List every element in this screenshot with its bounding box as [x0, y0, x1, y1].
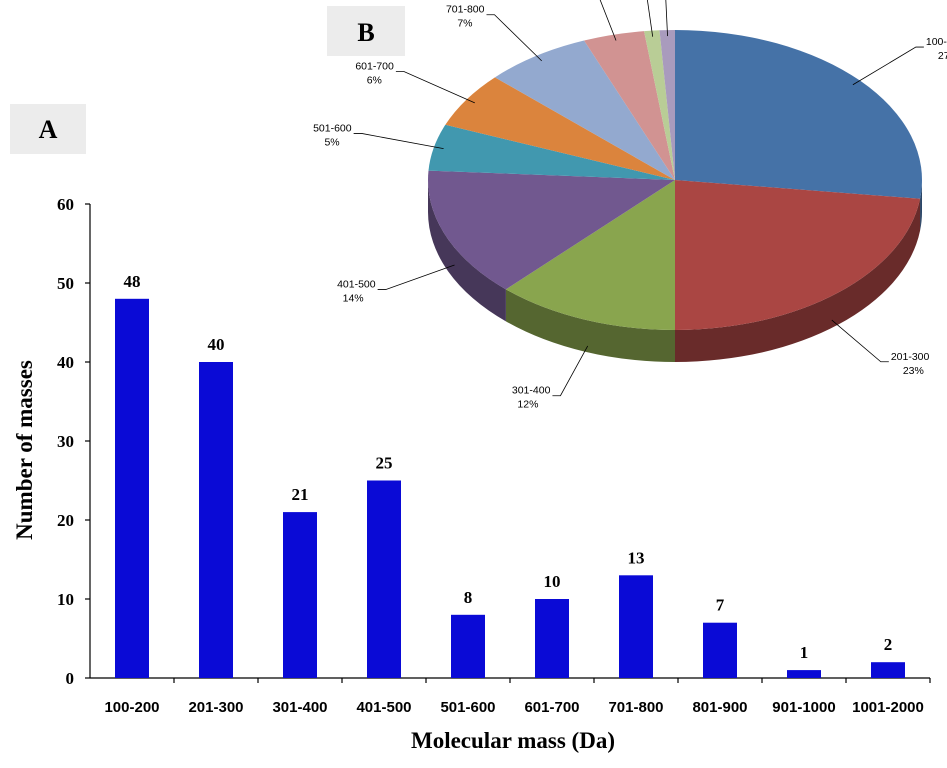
bar-501-600 — [451, 614, 485, 678]
pie-slice-501-600 — [428, 124, 675, 180]
pie-leader-line — [486, 14, 542, 62]
panel-b-tag-box — [327, 6, 405, 56]
panel-a-tag-box — [10, 104, 86, 154]
pie-side-201-300 — [675, 198, 921, 362]
bar-901-1000 — [787, 670, 821, 678]
pie-slice-100-200 — [675, 30, 922, 199]
x-tick-label: 401-500 — [356, 699, 411, 716]
y-tick-label: 20 — [57, 511, 74, 530]
bar-value-label: 21 — [292, 485, 309, 504]
pie-leader-line — [395, 71, 475, 104]
x-tick-label: 701-800 — [608, 699, 663, 716]
bar-value-label: 1 — [800, 643, 809, 662]
x-axis-title: Molecular mass (Da) — [411, 728, 615, 753]
pie-percent-label: 12% — [517, 399, 538, 411]
pie-category-label: 100-200 — [926, 36, 947, 48]
pie-slice-801-900 — [584, 31, 675, 180]
bar-value-label: 2 — [884, 635, 893, 654]
pie-top — [428, 30, 922, 330]
pie-leader-line — [831, 319, 889, 363]
bar-401-500 — [367, 480, 401, 678]
y-tick-label: 10 — [57, 590, 74, 609]
pie-percent-label: 7% — [457, 18, 472, 30]
bar-value-label: 13 — [628, 548, 645, 567]
pie-percent-label: 27% — [938, 50, 947, 62]
pie-percent-label: 14% — [343, 293, 364, 305]
x-tick-label: 601-700 — [524, 699, 579, 716]
pie-side-301-400 — [505, 289, 675, 362]
pie-leader-line — [646, 0, 654, 37]
x-tick-label: 100-200 — [104, 699, 159, 716]
pie-side-401-500 — [428, 180, 506, 322]
bar-301-400 — [283, 512, 317, 678]
pie-category-label: 201-300 — [891, 351, 930, 363]
bar-100-200 — [115, 298, 149, 678]
bar-value-label: 7 — [716, 596, 725, 615]
bar-value-label: 8 — [464, 588, 473, 607]
panel-a-label: A — [39, 115, 58, 144]
pie-percent-label: 5% — [324, 136, 339, 148]
bar-chart: A Number of masses Molecular mass (Da) 0… — [10, 104, 931, 753]
pie-category-label: 701-800 — [446, 4, 485, 16]
pie-category-label: 401-500 — [337, 279, 376, 291]
bar-value-label: 48 — [124, 272, 141, 291]
bars: 48100-20040201-30021301-40025401-5008501… — [104, 272, 931, 716]
x-tick-label: 901-1000 — [772, 699, 835, 716]
pie-slice-601-700 — [445, 77, 675, 180]
bar-201-300 — [199, 362, 233, 678]
pie-leader-line — [599, 0, 617, 41]
pie-chart: B 100-20027%201-30023%301-40012%401-5001… — [313, 0, 947, 411]
pie-percent-label: 4% — [558, 0, 573, 2]
bar-value-label: 25 — [376, 454, 393, 473]
pie-category-label: 601-700 — [355, 61, 394, 73]
pie-percent-label: 23% — [903, 365, 924, 377]
y-axis-title: Number of masses — [12, 360, 37, 540]
pie-labels: 100-200 27% 201-300 23% 301-400 12% 401-500 14%… — [313, 0, 947, 411]
pie-leader-line — [377, 264, 455, 290]
x-tick-label: 501-600 — [440, 699, 495, 716]
bar-value-label: 10 — [544, 572, 561, 591]
x-tick-label: 201-300 — [188, 699, 243, 716]
bar-701-800 — [619, 575, 653, 678]
x-tick-label: 801-900 — [692, 699, 747, 716]
pie-slice-901-1000 — [644, 30, 675, 180]
bar-1001-2000 — [871, 662, 905, 678]
x-tick-label: 1001-2000 — [852, 699, 924, 716]
pie-slice-701-800 — [494, 40, 675, 181]
pie-side-100-200 — [920, 180, 922, 231]
pie-slice-1001-2000 — [659, 30, 675, 180]
pie-leader-line — [552, 345, 589, 397]
y-tick-label: 30 — [57, 432, 74, 451]
pie-category-label: 501-600 — [313, 122, 352, 134]
pie-slice-201-300 — [675, 180, 921, 330]
pie-leader-line — [353, 133, 444, 149]
y-tick-label: 40 — [57, 353, 74, 372]
bar-601-700 — [535, 599, 569, 678]
pie-slice-301-400 — [505, 180, 675, 330]
pie-slice-401-500 — [428, 170, 675, 290]
y-tick-label: 0 — [66, 669, 75, 688]
pie-leader-line — [852, 46, 924, 86]
pie-depth — [428, 180, 922, 362]
bar-801-900 — [703, 622, 737, 678]
pie-percent-label: 6% — [367, 75, 382, 87]
pie-category-label: 301-400 — [512, 385, 551, 397]
y-ticks: 0 10 20 30 40 50 60 — [57, 195, 90, 688]
x-tick-label: 301-400 — [272, 699, 327, 716]
panel-b-label: B — [357, 18, 374, 47]
y-tick-label: 50 — [57, 274, 74, 293]
pie-leader-line — [665, 0, 668, 37]
y-tick-label: 60 — [57, 195, 74, 214]
bar-value-label: 40 — [208, 335, 225, 354]
